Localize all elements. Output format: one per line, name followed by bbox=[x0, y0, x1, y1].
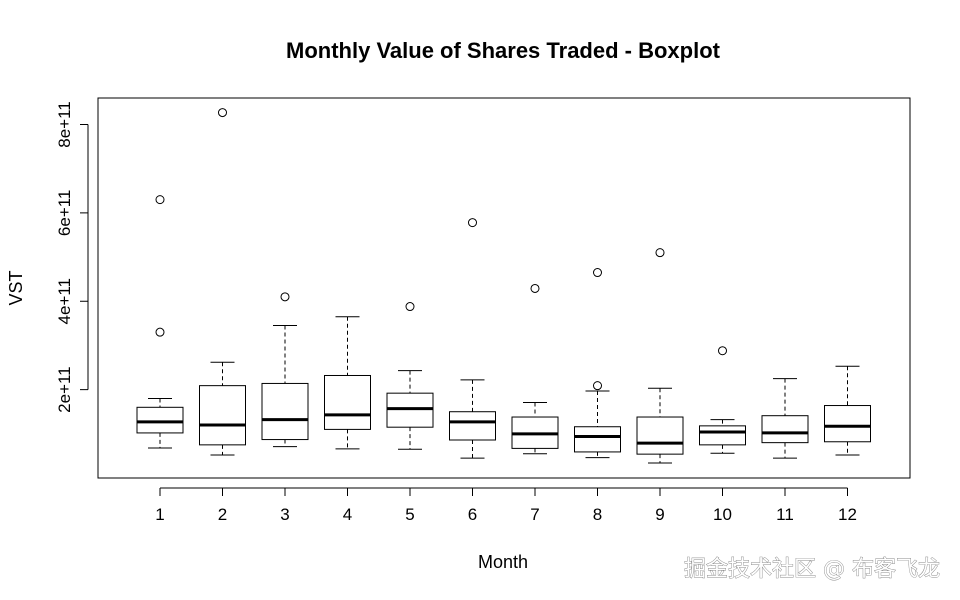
chart-title: Monthly Value of Shares Traded - Boxplot bbox=[286, 38, 721, 63]
box-month-9 bbox=[636, 248, 684, 464]
box-month-4 bbox=[324, 316, 371, 450]
x-tick-label: 11 bbox=[776, 505, 794, 524]
x-tick-label: 3 bbox=[280, 505, 289, 524]
box-month-8 bbox=[574, 268, 621, 459]
y-tick-label: 8e+11 bbox=[55, 101, 74, 147]
box-iqr bbox=[324, 374, 371, 430]
x-tick-label: 5 bbox=[405, 505, 414, 524]
x-tick-label: 12 bbox=[838, 505, 857, 524]
outlier-point bbox=[405, 302, 415, 312]
x-tick-label: 1 bbox=[155, 505, 164, 524]
box-iqr bbox=[574, 426, 621, 453]
x-tick-label: 2 bbox=[218, 505, 227, 524]
outlier-point bbox=[593, 268, 602, 278]
box-month-12 bbox=[824, 365, 871, 456]
box-iqr bbox=[199, 385, 246, 446]
x-tick-label: 6 bbox=[468, 505, 477, 524]
box-month-10 bbox=[699, 346, 746, 454]
plot-frame bbox=[97, 97, 911, 479]
box-iqr bbox=[636, 416, 684, 455]
outlier-point bbox=[280, 292, 290, 302]
x-tick-label: 4 bbox=[343, 505, 352, 524]
box-month-11 bbox=[761, 378, 809, 459]
box-iqr bbox=[824, 405, 871, 443]
x-tick-label: 10 bbox=[713, 505, 732, 524]
box-month-5 bbox=[386, 302, 434, 450]
outlier-point bbox=[718, 346, 727, 356]
box-iqr bbox=[136, 406, 184, 434]
box-iqr bbox=[386, 392, 434, 428]
x-tick-label: 9 bbox=[655, 505, 664, 524]
y-axis-label: VST bbox=[6, 270, 26, 305]
box-month-2 bbox=[199, 108, 246, 456]
y-tick-label: 4e+11 bbox=[55, 278, 74, 324]
y-axis: 2e+11 4e+11 6e+11 8e+11 bbox=[55, 101, 89, 413]
x-tick-label: 8 bbox=[593, 505, 602, 524]
outlier-point bbox=[155, 327, 165, 337]
box-month-1 bbox=[136, 195, 184, 449]
box-iqr bbox=[449, 411, 496, 441]
x-axis: 1 2 3 4 5 6 7 8 9 10 11 12 bbox=[155, 487, 857, 524]
box-iqr bbox=[761, 415, 809, 444]
box-month-3 bbox=[261, 292, 309, 448]
outlier-point bbox=[655, 248, 665, 258]
box-month-7 bbox=[511, 283, 559, 455]
box-iqr bbox=[261, 382, 309, 441]
box-iqr bbox=[699, 425, 746, 446]
boxes-layer bbox=[136, 108, 871, 464]
watermark-text: 掘金技术社区 @ 布客飞龙 bbox=[684, 557, 940, 582]
outlier-point bbox=[155, 195, 165, 205]
x-tick-label: 7 bbox=[530, 505, 539, 524]
outlier-point bbox=[593, 381, 602, 391]
box-month-6 bbox=[449, 218, 496, 459]
x-axis-label: Month bbox=[478, 552, 528, 572]
outlier-point bbox=[468, 218, 477, 228]
outlier-point bbox=[530, 283, 540, 293]
y-tick-label: 6e+11 bbox=[55, 190, 74, 236]
outlier-point bbox=[218, 108, 227, 118]
y-tick-label: 2e+11 bbox=[55, 366, 74, 412]
